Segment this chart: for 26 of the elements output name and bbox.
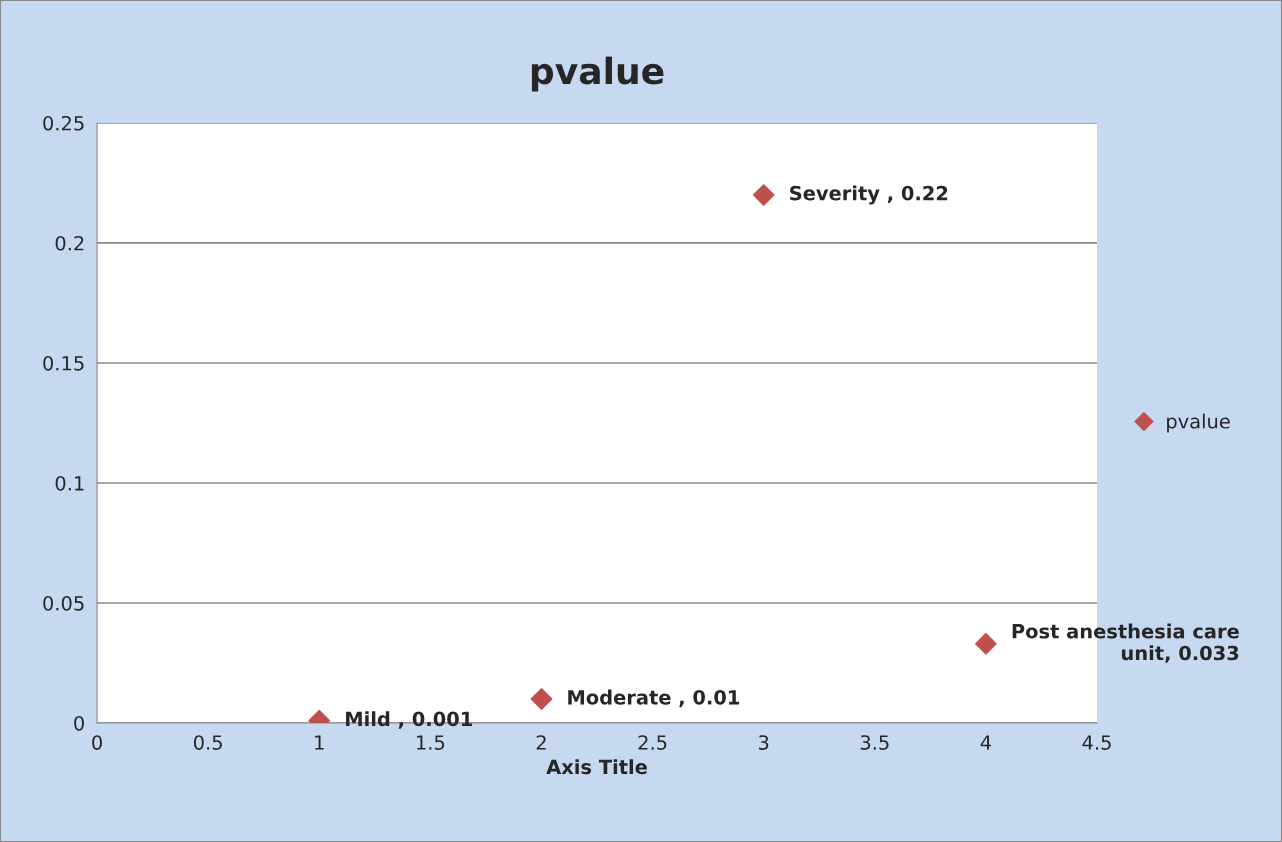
- annotation: Mild , 0.001: [346, 711, 472, 729]
- y-tick-label: 0.1: [55, 475, 84, 491]
- annotation: Severity , 0.22: [790, 185, 948, 205]
- chart-title: pvalue: [531, 56, 664, 92]
- x-tick-label: 1: [315, 735, 324, 750]
- x-tick-label: 0: [92, 735, 102, 750]
- x-tick-label: 4.5: [1082, 735, 1111, 750]
- y-tick-label: 0.15: [43, 355, 84, 371]
- legend-label: pvalue: [1167, 413, 1230, 433]
- x-tick-label: 2: [536, 735, 546, 750]
- annotation: Post anesthesia care unit, 0.033: [1012, 623, 1239, 663]
- annotation: Moderate , 0.01: [568, 689, 740, 708]
- point: [752, 184, 775, 206]
- y-tick-label: 0: [74, 715, 84, 731]
- x-tick-label: 0.5: [193, 735, 222, 750]
- x-tick-label: 4: [980, 735, 991, 750]
- y-tick-label: 0.05: [43, 595, 84, 611]
- point: [530, 688, 553, 710]
- x-tick-label: 1.5: [417, 735, 445, 750]
- y-tick-label: 0.25: [43, 115, 84, 131]
- x-tick-label: 3.5: [860, 735, 889, 750]
- x-axis-title: Axis Title: [546, 759, 647, 775]
- point: [975, 632, 997, 655]
- y-tick-label: 0.2: [55, 235, 84, 251]
- x-tick-label: 2.5: [638, 735, 667, 750]
- x-tick-label: 3: [758, 735, 769, 750]
